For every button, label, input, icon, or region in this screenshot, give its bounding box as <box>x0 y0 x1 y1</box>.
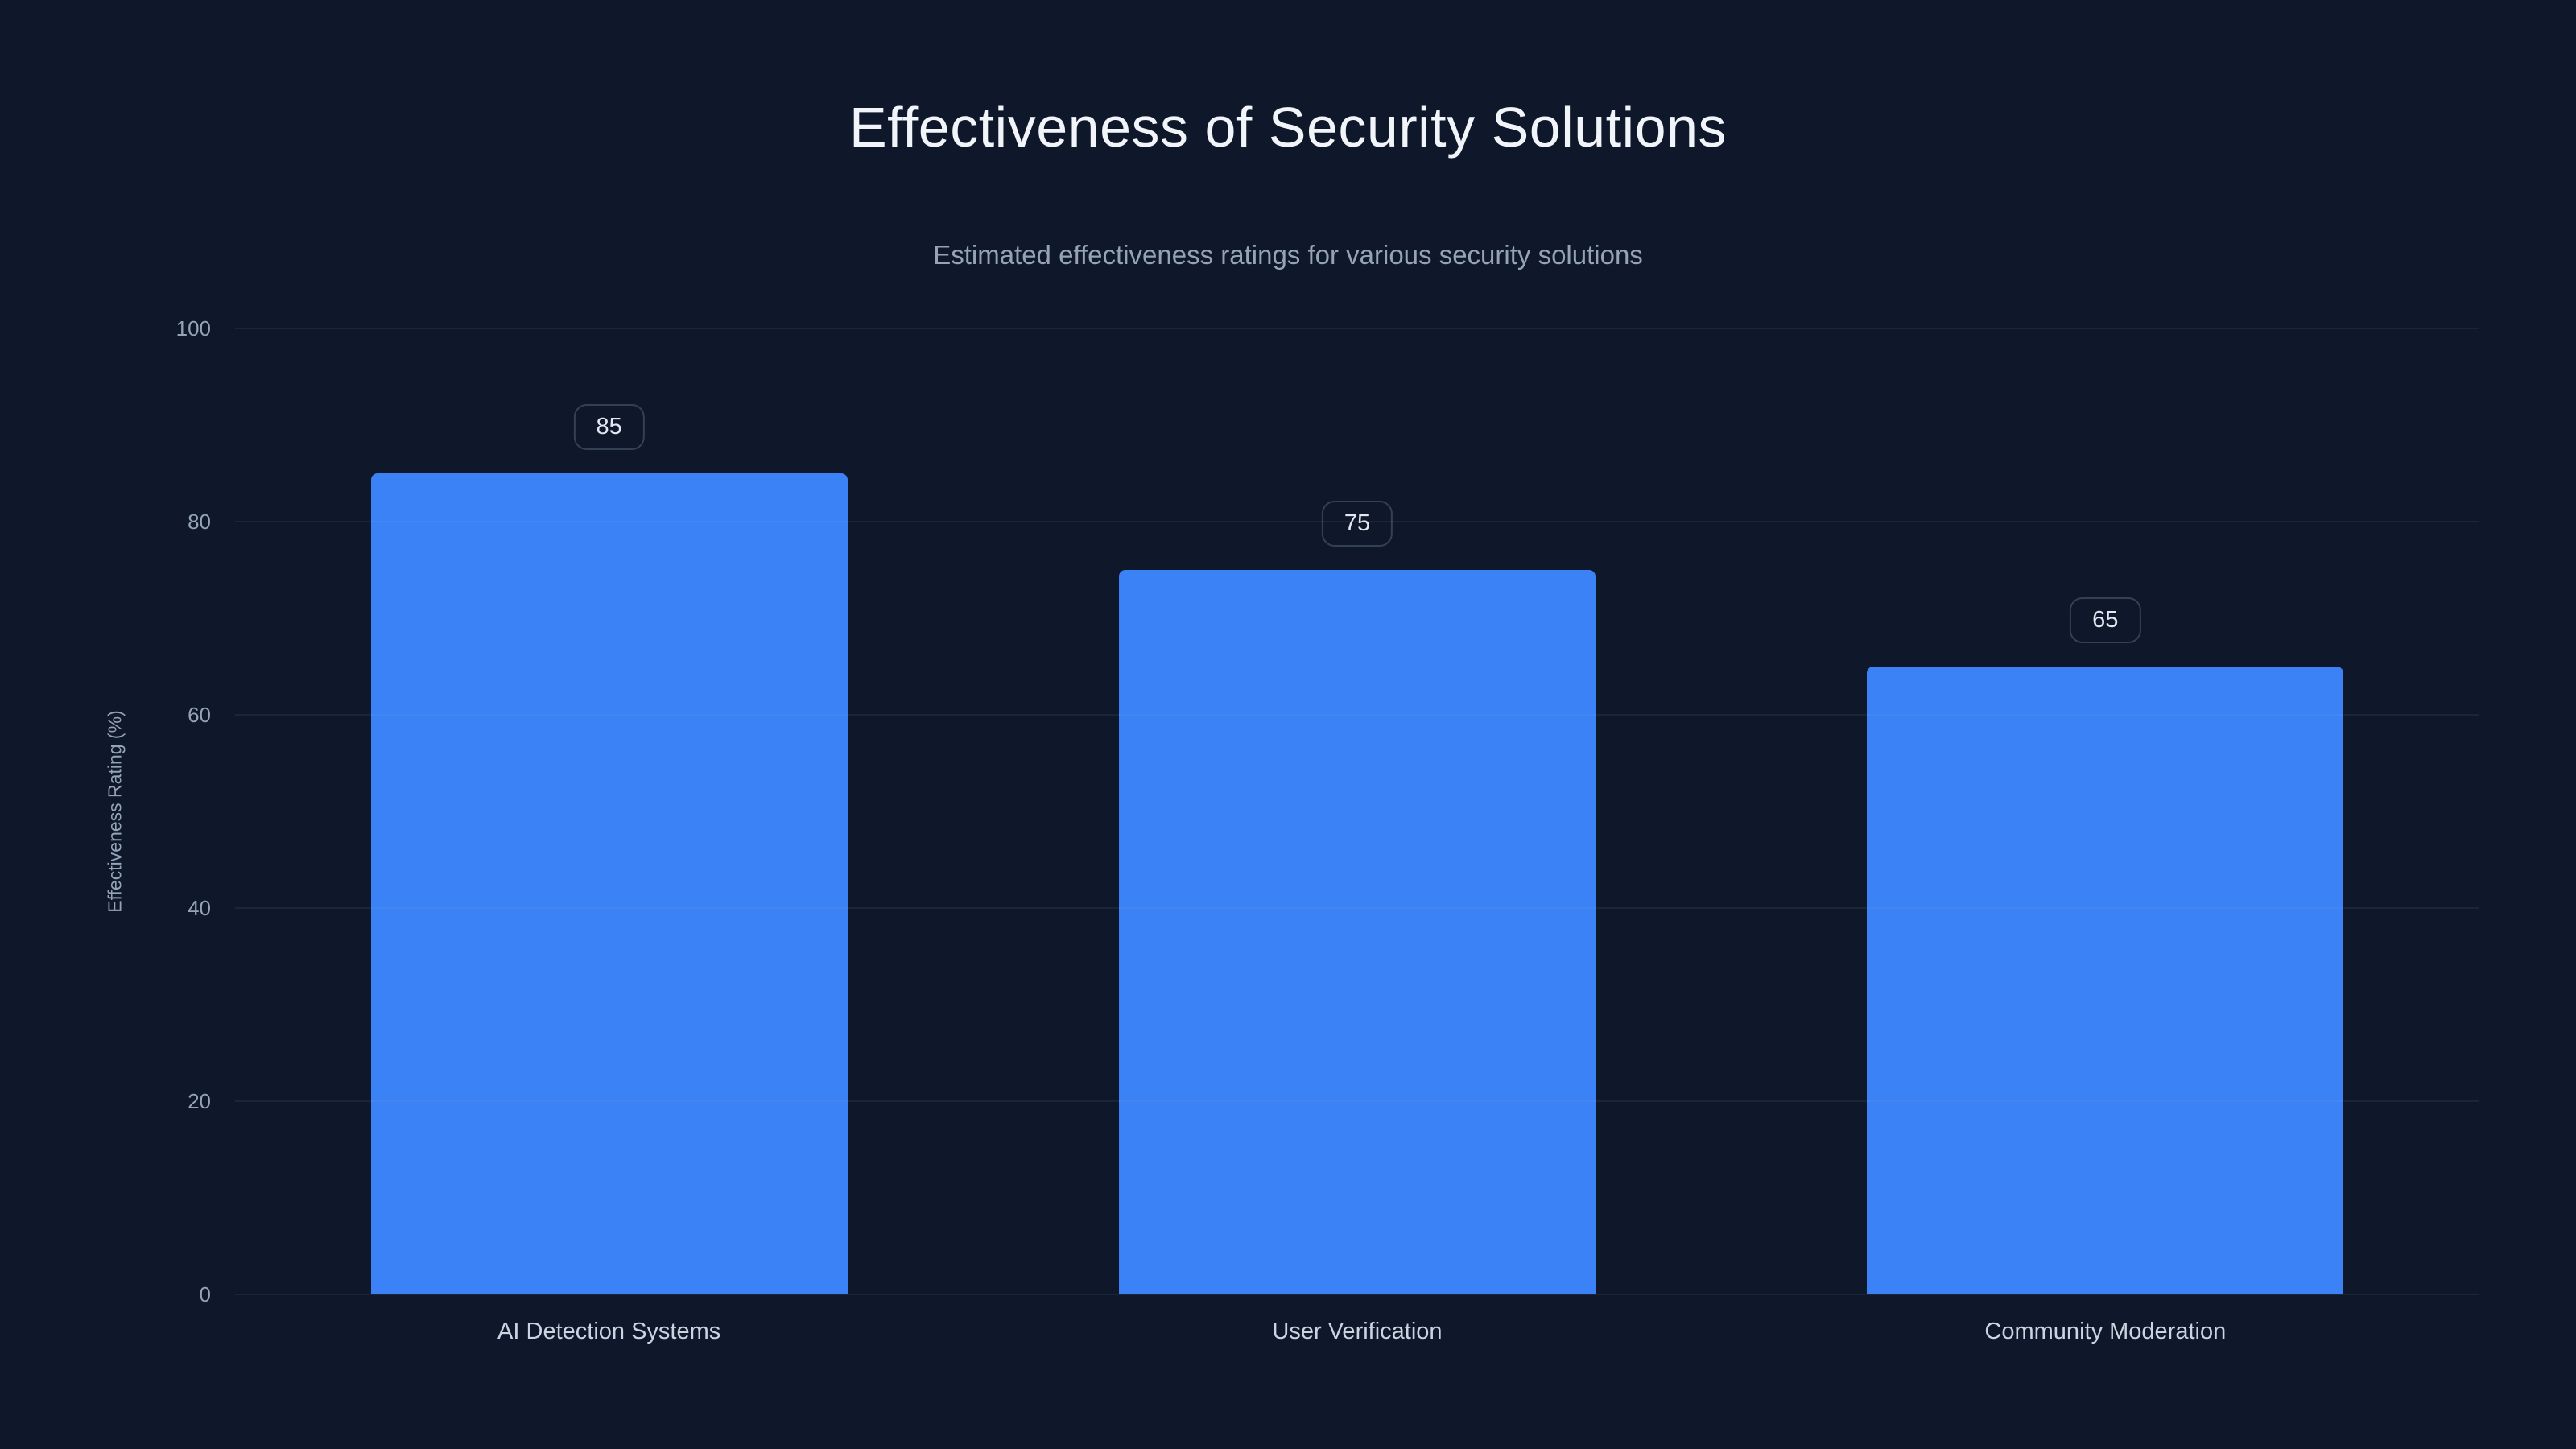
x-axis-label: AI Detection Systems <box>497 1319 721 1344</box>
gridline <box>235 1294 2479 1295</box>
bar-ai-detection-systems[interactable] <box>370 473 848 1294</box>
bar-column: 85 <box>235 328 983 1294</box>
y-tick-label: 0 <box>199 1282 211 1307</box>
y-tick-label: 60 <box>188 703 211 727</box>
y-tick-label: 100 <box>175 316 211 341</box>
x-axis-label: User Verification <box>1272 1319 1443 1344</box>
value-label: 75 <box>1321 501 1393 547</box>
y-tick-label: 80 <box>188 510 211 534</box>
gridline <box>235 907 2479 909</box>
bar-user-verification[interactable] <box>1118 570 1596 1294</box>
y-tick-label: 20 <box>188 1089 211 1113</box>
gridline <box>235 714 2479 716</box>
x-axis-label: Community Moderation <box>1984 1319 2227 1344</box>
value-label: 85 <box>573 404 645 450</box>
bar-columns: 85 75 65 <box>235 328 2479 1294</box>
value-label: 65 <box>2070 597 2141 643</box>
bar-community-moderation[interactable] <box>1867 667 2344 1294</box>
chart-subtitle: Estimated effectiveness ratings for vari… <box>933 240 1643 270</box>
gridline <box>235 521 2479 522</box>
bar-column: 65 <box>1732 328 2479 1294</box>
chart-title: Effectiveness of Security Solutions <box>848 96 1728 159</box>
y-axis-title: Effectiveness Rating (%) <box>104 710 126 913</box>
x-axis-labels: AI Detection Systems User Verification Com… <box>235 1319 2479 1345</box>
gridline <box>235 328 2479 329</box>
plot-area: 85 75 65 0 20 40 60 80 100 <box>176 318 2479 1305</box>
y-tick-label: 40 <box>188 896 211 920</box>
gridline <box>235 1100 2479 1102</box>
bar-column: 75 <box>983 328 1731 1294</box>
